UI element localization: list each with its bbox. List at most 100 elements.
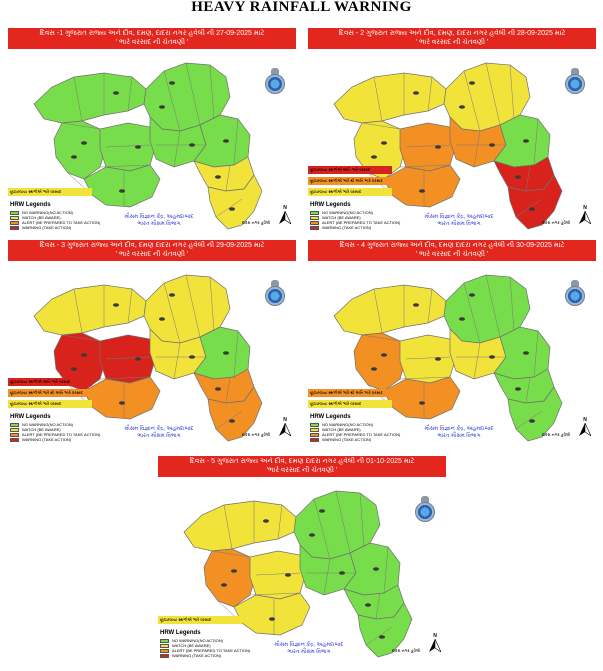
dnh-label: દાદરા નગર હવેલી (542, 220, 570, 225)
district-boundary (509, 64, 515, 120)
district-boundary (209, 64, 215, 120)
district-boundary (335, 490, 351, 554)
district-boundary (405, 356, 451, 360)
district-boundary (225, 164, 231, 192)
legend-label: WARNING (TAKE ACTION) (322, 437, 372, 442)
legend-swatch (160, 648, 169, 653)
rain-cloud-icon (71, 367, 77, 371)
gujarat-warning-map: દાદરા નગર હવેલી (183, 490, 420, 658)
warning-note-watch: છૂટાછવાયા સ્થળોએ ભારે વરસાદ (158, 616, 242, 624)
rain-cloud-icon (419, 189, 425, 193)
map-region-south-gujarat-lower (207, 386, 263, 442)
north-arrow-icon: N (579, 418, 592, 437)
day-banner-title: દિવસ - 5 ગુજરાત રાજ્ય અને દીવ, દમણ દાદરા… (189, 458, 415, 465)
map-region-saurashtra-south (83, 164, 161, 208)
gujarat-warning-map: દાદરા નગર હવેલી (33, 274, 270, 442)
district-boundary (485, 62, 501, 126)
legend-item-watch: WATCH (BE AWARE) (160, 643, 250, 648)
district-boundary (509, 276, 515, 332)
rain-cloud-icon (371, 155, 377, 159)
warning-note-watch: છૂટાછવાયા સ્થળોએ ભારે વરસાદ (308, 400, 392, 408)
rain-cloud-icon (489, 355, 495, 359)
imd-office-line2: ભારત મૌસમ વિભાગ (437, 221, 481, 227)
district-boundary (211, 550, 251, 558)
day-2-panel: દિવસ - 2 ગુજરાત રાજ્ય અને દીવ, દમણ, દાદર… (304, 28, 596, 242)
legend-item-warning: WARNING (TAKE ACTION) (10, 437, 100, 442)
map-region-kutch (33, 284, 147, 336)
rain-cloud-icon (459, 105, 465, 109)
legend-swatch (160, 638, 169, 643)
legend-item-alert: ALERT (BE PREPARED TO TAKE ACTION) (10, 432, 100, 437)
map-region-saurashtra-south (83, 376, 161, 420)
legend-swatch (310, 215, 319, 220)
legend-label: WARNING (TAKE ACTION) (322, 225, 372, 230)
rain-cloud-icon (419, 401, 425, 405)
map-region-kutch (183, 500, 297, 552)
imd-office-line1: મૌસમ વિજ્ઞાન કેંદ્ર, અહમદાબાદ (274, 642, 344, 648)
legend-item-watch: WATCH (BE AWARE) (10, 427, 100, 432)
legend-label: WATCH (BE AWARE) (172, 643, 211, 648)
map-region-saurashtra-west (353, 332, 407, 392)
district-boundary (173, 130, 181, 168)
district-boundary (359, 492, 365, 548)
day-banner-subtitle: ' ભારે વરસાદ ની ચેતવણી ' (415, 251, 489, 258)
district-boundary (233, 330, 239, 378)
rain-cloud-icon (119, 401, 125, 405)
warning-note-watch: છૂટાછવાયા સ્થળોએ ભારે વરસાદ (8, 400, 92, 408)
legend-label: WARNING (TAKE ACTION) (22, 225, 72, 230)
warning-note-watch: છૂટાછવાયા સ્થળોએ ભારે વરસાદ (308, 188, 392, 196)
district-boundary (365, 626, 393, 646)
district-boundary (399, 164, 451, 168)
rain-cloud-icon (489, 143, 495, 147)
map-region-south-gujarat-lower (357, 602, 413, 658)
district-boundary (173, 342, 181, 380)
hrw-legend: HRW Legends NO WARNING(NO ACTION) WATCH (B… (10, 202, 100, 230)
district-boundary (361, 334, 401, 342)
rain-cloud-icon (269, 617, 275, 621)
district-boundary (383, 546, 389, 594)
district-boundary (277, 504, 283, 540)
rain-cloud-icon (221, 583, 227, 587)
district-boundary (525, 164, 531, 192)
legend-swatch (160, 653, 169, 658)
district-boundary (519, 96, 531, 116)
day-banner-subtitle: ' ભારે વરસાદ ની ચેતવણી ' (115, 39, 189, 46)
district-boundary (99, 164, 151, 168)
district-boundary (219, 96, 231, 116)
rain-cloud-icon (169, 81, 175, 85)
district-boundary (73, 76, 83, 122)
rain-cloud-icon (381, 353, 387, 357)
hrw-legend: HRW Legends NO WARNING(NO ACTION) WATCH (B… (10, 414, 100, 442)
imd-office-label: મૌસમ વિજ્ઞાન કેંદ્ર, અહમદાબાદ ભારત મૌસમ વ… (414, 214, 504, 228)
legend-swatch (10, 432, 19, 437)
rain-cloud-icon (135, 145, 141, 149)
legend-title: HRW Legends (310, 414, 351, 420)
rain-cloud-icon (381, 141, 387, 145)
map-region-saurashtra-south (383, 376, 461, 420)
district-boundary (463, 282, 481, 344)
district-boundary (463, 70, 481, 132)
day-banner: દિવસ - 5 ગુજરાત રાજ્ય અને દીવ, દમણ દાદરા… (158, 456, 446, 477)
legend-label: WATCH (BE AWARE) (22, 427, 61, 432)
legend-item-no_warning: NO WARNING(NO ACTION) (10, 422, 100, 427)
map-region-south-gujarat-lower (507, 174, 563, 230)
rain-cloud-icon (435, 357, 441, 361)
day-banner: દિવસ -1 ગુજરાત રાજ્ય અને દીવ, દમણ, દાદરા… (8, 28, 296, 49)
imd-office-label: મૌસમ વિજ્ઞાન કેંદ્ર, અહમદાબાદ ભારત મૌસમ વ… (414, 426, 504, 440)
district-boundary (61, 122, 101, 130)
rain-cloud-icon (81, 353, 87, 357)
rain-cloud-icon (309, 533, 315, 537)
day-banner-subtitle: ' ભારે વરસાદ ની ચેતવણી ' (415, 39, 489, 46)
dnh-label: દાદરા નગર હવેલી (392, 648, 420, 653)
rain-cloud-icon (215, 175, 221, 179)
district-boundary (485, 274, 501, 338)
rain-cloud-icon (189, 143, 195, 147)
rain-cloud-icon (459, 317, 465, 321)
legend-item-alert: ALERT (BE PREPARED TO TAKE ACTION) (310, 432, 400, 437)
legend-swatch (10, 427, 19, 432)
legend-label: NO WARNING(NO ACTION) (22, 422, 73, 427)
district-boundary (99, 376, 151, 380)
district-boundary (399, 376, 451, 380)
district-boundary (515, 410, 543, 430)
legend-item-alert: ALERT (BE PREPARED TO TAKE ACTION) (160, 648, 250, 653)
